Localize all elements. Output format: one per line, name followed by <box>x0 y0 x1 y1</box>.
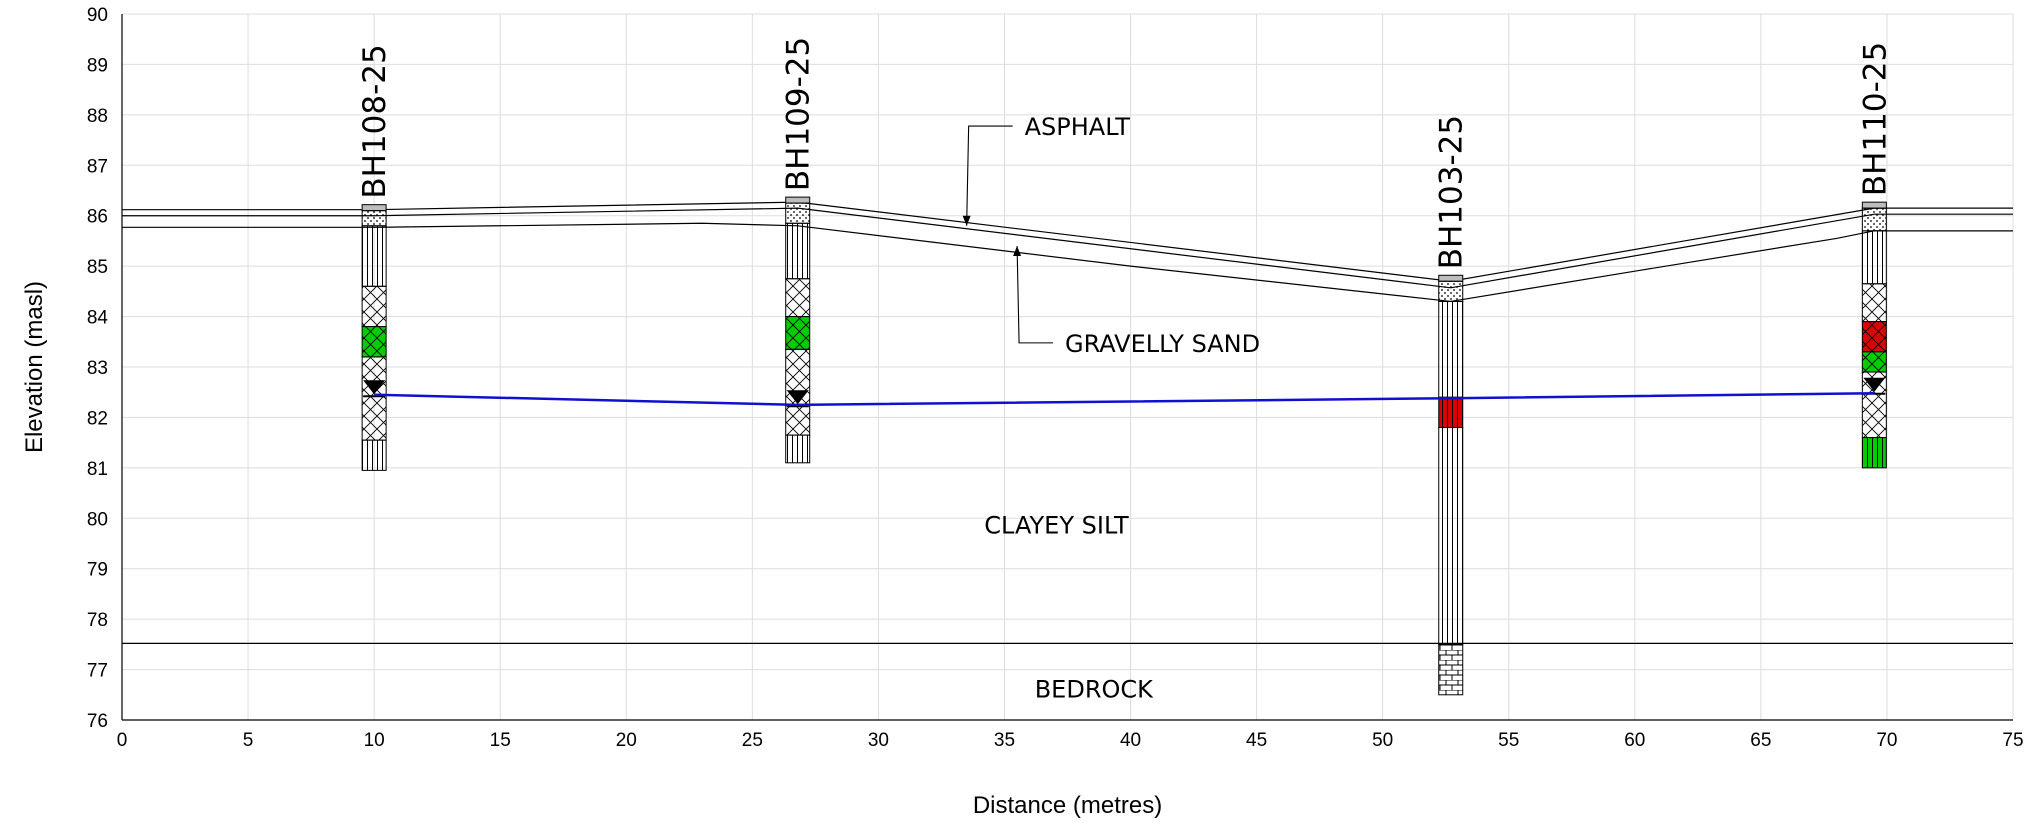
y-tick-label: 85 <box>87 257 108 278</box>
borehole-interval-fill <box>361 326 387 358</box>
borehole-label: BH108-25 <box>357 44 393 198</box>
x-tick-label: 5 <box>243 730 254 751</box>
borehole-interval-fill <box>1861 321 1887 353</box>
leader-line <box>966 125 1013 226</box>
boreholes: BH108-25 BH109-25 BH103-25 BH110-25 <box>357 37 1893 696</box>
y-tick-label: 77 <box>87 661 108 682</box>
borehole-interval-clayey-silt <box>1861 230 1887 285</box>
x-tick-label: 45 <box>1246 730 1267 751</box>
borehole-interval-clayey-silt <box>1438 396 1464 429</box>
y-tick-label: 76 <box>87 711 108 732</box>
borehole-asphalt-cap <box>785 196 811 204</box>
leader-line <box>1016 245 1053 344</box>
x-tick-label: 60 <box>1624 730 1645 751</box>
leader-arrowhead <box>962 215 971 226</box>
water-table <box>374 391 1875 407</box>
borehole-interval-clayey-silt <box>785 222 811 280</box>
soil-label-bedrock: BEDROCK <box>1035 675 1154 703</box>
borehole-interval-clayey-silt <box>785 434 811 464</box>
y-tick-label: 79 <box>87 560 108 581</box>
y-tick-label: 81 <box>87 459 108 480</box>
x-tick-label: 50 <box>1372 730 1393 751</box>
borehole-interval-bedrock <box>1438 643 1464 696</box>
x-tick-label: 10 <box>364 730 385 751</box>
borehole-interval-gravelly-sand <box>785 202 811 224</box>
borehole-interval-gravelly-sand <box>1438 280 1464 302</box>
borehole-interval-fill <box>361 356 387 441</box>
x-tick-label: 30 <box>868 730 889 751</box>
x-tick-label: 15 <box>490 730 511 751</box>
x-tick-label: 35 <box>994 730 1015 751</box>
y-tick-label: 87 <box>87 156 108 177</box>
x-tick-label: 65 <box>1750 730 1771 751</box>
y-tick-label: 86 <box>87 207 108 228</box>
soil-labels: ASPHALT GRAVELLY SAND CLAYEY SILT BEDROCK <box>962 113 1260 703</box>
x-tick-label: 55 <box>1498 730 1519 751</box>
leader-arrowhead <box>1013 245 1022 256</box>
borehole-label: BH110-25 <box>1857 42 1893 196</box>
y-tick-label: 83 <box>87 358 108 379</box>
x-tick-label: 40 <box>1120 730 1141 751</box>
soil-label-asphalt: ASPHALT <box>1025 113 1131 141</box>
borehole-interval-fill <box>785 278 811 318</box>
x-tick-label: 20 <box>616 730 637 751</box>
y-tick-label: 84 <box>87 308 109 329</box>
borehole-interval-fill <box>1861 283 1887 323</box>
water-level-marker <box>363 380 386 395</box>
borehole-asphalt-cap <box>1438 274 1464 282</box>
y-tick-label: 89 <box>87 55 108 76</box>
borehole-interval-fill <box>361 285 387 328</box>
axes: 0 5 10 15 20 25 30 35 40 45 50 55 60 65 70 75 76 77 78 79 80… <box>21 5 2024 819</box>
water-table-line <box>374 391 1875 407</box>
borehole-label: BH103-25 <box>1434 115 1470 269</box>
x-tick-label: 0 <box>117 730 128 751</box>
layer-boundaries <box>122 201 2013 644</box>
water-level-marker <box>786 390 809 405</box>
y-axis-title: Elevation (masl) <box>21 281 48 453</box>
x-tick-label: 70 <box>1876 730 1897 751</box>
y-tick-label: 80 <box>87 509 108 530</box>
grid <box>121 13 2014 721</box>
borehole-interval-fill <box>1861 351 1887 373</box>
borehole-interval-gravelly-sand <box>361 210 387 227</box>
borehole-asphalt-cap <box>361 204 387 212</box>
layer-boundary-asphalt-base <box>122 207 2013 289</box>
borehole-asphalt-cap <box>1861 201 1887 209</box>
y-tick-label: 88 <box>87 106 108 127</box>
borehole-label: BH109-25 <box>781 37 817 191</box>
layer-boundary-asphalt-top <box>122 201 2013 282</box>
borehole-interval-gravelly-sand <box>1861 207 1887 232</box>
borehole-interval-clayey-silt <box>1861 437 1887 469</box>
x-tick-label: 25 <box>742 730 763 751</box>
borehole-interval-fill <box>785 316 811 350</box>
borehole-interval-clayey-silt <box>1438 427 1464 645</box>
borehole-interval-clayey-silt <box>361 439 387 471</box>
soil-label-clayey-silt: CLAYEY SILT <box>984 511 1129 539</box>
water-level-marker <box>1863 377 1886 392</box>
borehole-interval-clayey-silt <box>361 225 387 287</box>
y-tick-label: 78 <box>87 610 108 631</box>
layer-boundary-gravelly-sand-base <box>122 222 2013 303</box>
y-tick-label: 90 <box>87 5 108 26</box>
borehole-interval-clayey-silt <box>1438 300 1464 398</box>
y-tick-label: 82 <box>87 408 108 429</box>
x-axis-title: Distance (metres) <box>973 792 1162 819</box>
soil-label-gravelly-sand: GRAVELLY SAND <box>1065 330 1260 358</box>
x-tick-label: 75 <box>2002 730 2023 751</box>
